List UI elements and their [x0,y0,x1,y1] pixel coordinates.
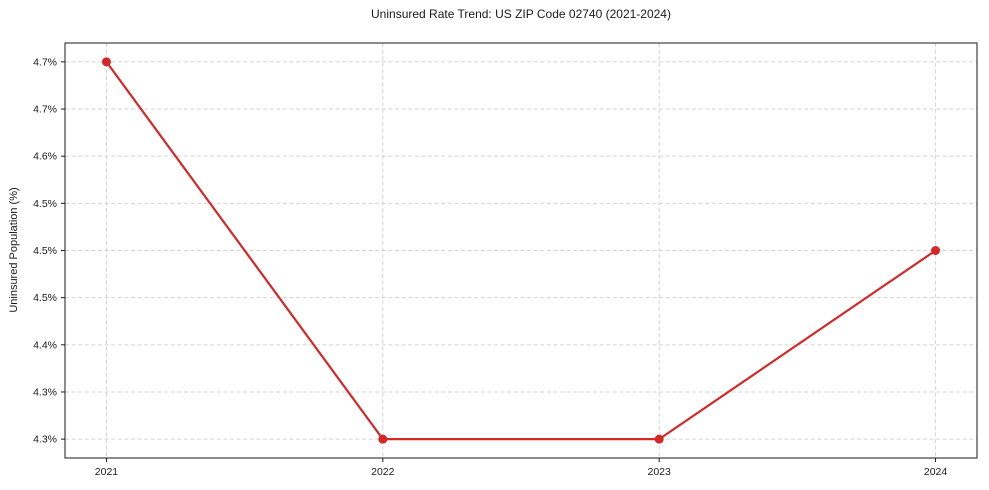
y-tick-label: 4.5% [33,198,57,210]
data-line [105,60,937,441]
data-point [931,246,941,255]
y-tick-label: 4.7% [33,56,57,68]
y-tick-label: 4.3% [33,386,57,398]
axis-layer: 4.3% 4.3% 4.4% 4.5% 4.5% 4.5% 4.6% 4.7% 4.7% 2021… [33,42,978,478]
y-tick-label: 4.5% [33,292,57,304]
y-tick-label: 4.6% [33,151,57,163]
x-tick-label: 2024 [924,466,948,478]
data-point [654,434,664,444]
chart-title: Uninsured Rate Trend: US ZIP Code 02740 … [371,7,671,21]
y-tick-label: 4.4% [33,339,57,351]
y-tick-label: 4.3% [33,434,57,446]
x-tick-label: 2021 [95,466,119,478]
y-tick-label: 4.5% [33,245,57,257]
y-tick-label: 4.7% [33,104,57,116]
data-point [101,57,111,67]
data-point [378,434,388,444]
grid-layer [65,43,977,458]
x-tick-label: 2023 [648,466,672,478]
x-tick-label: 2022 [371,466,395,478]
series-layer [101,57,941,444]
